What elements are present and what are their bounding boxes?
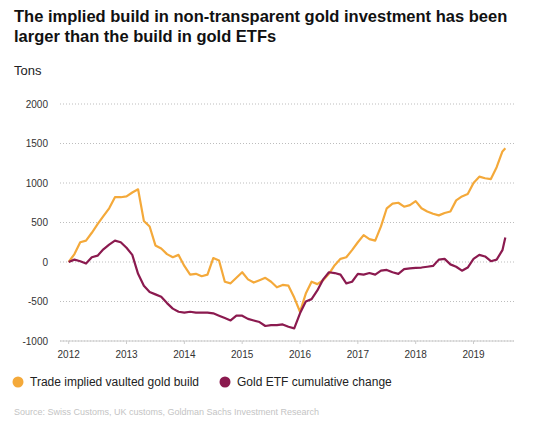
series-line — [69, 238, 506, 329]
x-tick — [300, 341, 301, 344]
grid-line — [60, 301, 514, 302]
x-tick-label: 2014 — [173, 349, 196, 360]
grid-line — [60, 143, 514, 144]
x-tick — [357, 341, 358, 344]
chart-title: The implied build in non-transparent gol… — [14, 6, 534, 46]
y-tick-label: 0 — [42, 257, 48, 268]
x-tick-label: 2016 — [289, 349, 312, 360]
legend-swatch — [220, 377, 231, 388]
x-axis-line — [60, 341, 514, 342]
legend-swatch — [13, 377, 24, 388]
y-tick-label: -1000 — [22, 336, 48, 347]
x-tick — [126, 341, 127, 344]
source-note: Source: Swiss Customs, UK customs, Goldm… — [14, 407, 319, 417]
x-tick — [242, 341, 243, 344]
x-tick-label: 2017 — [347, 349, 370, 360]
grid-line — [60, 262, 514, 263]
y-tick-label: 1500 — [26, 138, 49, 149]
legend-label: Trade implied vaulted gold build — [30, 375, 199, 389]
plot-area — [69, 148, 506, 328]
series-line — [69, 148, 506, 312]
y-tick-label: 1000 — [26, 178, 49, 189]
x-tick-label: 2012 — [58, 349, 81, 360]
grid-line — [60, 183, 514, 184]
x-tick-label: 2019 — [462, 349, 485, 360]
x-tick — [473, 341, 474, 344]
legend-label: Gold ETF cumulative change — [237, 375, 392, 389]
x-tick-label: 2015 — [231, 349, 254, 360]
x-tick — [415, 341, 416, 344]
y-tick-label: 500 — [31, 217, 48, 228]
x-tick-label: 2018 — [405, 349, 428, 360]
x-tick — [68, 341, 69, 344]
y-axis-label: Tons — [14, 63, 42, 78]
y-tick-label: -500 — [28, 296, 48, 307]
x-tick — [184, 341, 185, 344]
y-tick-label: 2000 — [26, 99, 49, 110]
grid-line — [60, 104, 514, 105]
grid-line — [60, 222, 514, 223]
chart-canvas: Tons -1000 -500 0 500 1000 1500 2000 2012 2013 201… — [0, 0, 560, 440]
x-tick-label: 2013 — [115, 349, 138, 360]
grid-line — [60, 341, 514, 342]
